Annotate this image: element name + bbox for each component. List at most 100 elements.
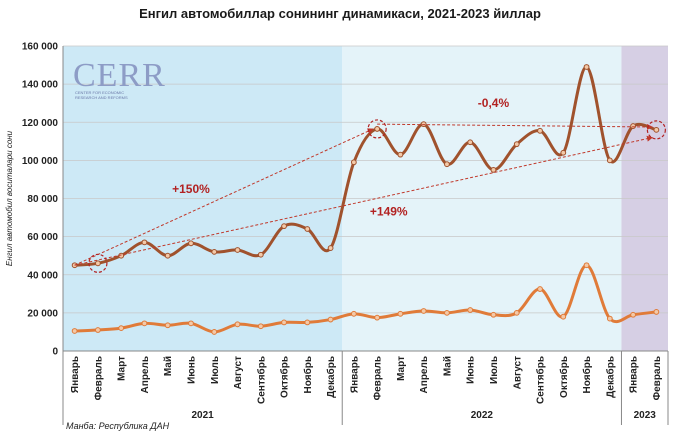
x-tick-label: Ноябрь <box>302 356 314 393</box>
y-tick-label: 160 000 <box>22 42 59 53</box>
data-point-lower <box>304 319 311 326</box>
annotation-arrow <box>377 123 653 130</box>
x-tick-label: Декабрь <box>604 356 616 398</box>
data-point-upper <box>234 247 241 253</box>
year-label-2023: 2023 <box>634 410 657 421</box>
x-tick-label: Август <box>233 356 244 389</box>
x-tick-label: Октябрь <box>558 356 570 398</box>
data-point-lower <box>513 309 520 316</box>
data-point-upper <box>257 251 264 258</box>
data-point-lower <box>420 308 427 314</box>
y-tick-label: 100 000 <box>22 156 59 167</box>
data-point-upper <box>397 151 404 158</box>
x-tick-label: Февраль <box>652 356 663 400</box>
data-point-upper <box>95 260 101 267</box>
x-tick-label: Январь <box>349 356 360 393</box>
data-point-lower <box>467 307 474 313</box>
x-tick-label: Январь <box>70 356 81 393</box>
data-point-lower <box>118 325 125 332</box>
y-axis-title: Енгил автомобил воситалари сони <box>5 130 14 266</box>
data-point-upper <box>537 127 543 134</box>
data-point-lower <box>397 310 404 317</box>
logo-subtext-1: CENTER FOR ECONOMIC <box>75 90 124 95</box>
data-point-upper <box>513 141 520 148</box>
data-point-lower <box>490 311 497 318</box>
x-tick-label: Апрель <box>419 356 430 393</box>
highlight-circle <box>367 119 387 139</box>
chart-title: Енгил автомобиллар сонининг динамикаси, … <box>139 6 541 21</box>
x-tick-label: Ноябрь <box>581 356 593 393</box>
annotation-label: +149% <box>370 205 408 219</box>
data-point-upper <box>606 157 613 164</box>
data-point-upper <box>281 223 287 230</box>
x-tick-label: Август <box>512 356 523 389</box>
data-point-upper <box>444 161 450 168</box>
data-point-upper <box>653 126 660 133</box>
highlight-circle <box>88 253 108 273</box>
data-point-upper <box>374 126 381 132</box>
data-point-lower <box>188 320 194 327</box>
annotation-arrow <box>74 135 653 266</box>
y-tick-label: 120 000 <box>22 118 59 129</box>
data-point-upper <box>211 248 218 255</box>
annotation-label: +150% <box>172 182 210 196</box>
y-tick-label: 0 <box>52 347 58 358</box>
x-tick-label: Май <box>442 356 453 376</box>
x-tick-label: Июнь <box>186 356 197 384</box>
data-point-lower <box>630 311 636 318</box>
x-tick-label: Сентябрь <box>255 356 267 404</box>
data-point-lower <box>257 323 264 330</box>
cerr-logo: CERR CENTER FOR ECONOMIC RESEARCH AND RE… <box>73 57 166 100</box>
x-tick-label: Апрель <box>140 356 151 393</box>
data-point-upper <box>630 123 636 129</box>
data-point-lower <box>211 329 218 335</box>
data-point-upper <box>467 139 474 146</box>
data-point-lower <box>95 327 101 333</box>
data-point-upper <box>583 64 590 70</box>
x-tick-label: Март <box>117 356 128 381</box>
data-point-lower <box>444 309 450 316</box>
y-tick-label: 60 000 <box>27 232 58 243</box>
data-point-lower <box>653 309 660 315</box>
data-point-lower <box>281 319 287 326</box>
x-tick-label: Октябрь <box>279 356 291 398</box>
year-label-2022: 2022 <box>471 410 494 421</box>
data-point-upper <box>164 252 171 259</box>
x-tick-label: Июль <box>489 356 500 384</box>
data-point-lower <box>350 310 357 317</box>
data-point-lower <box>71 328 78 334</box>
data-point-lower <box>583 262 590 269</box>
logo-text: CERR <box>73 57 166 94</box>
source-note: Манба: Республика ДАН <box>66 421 170 431</box>
data-point-lower <box>164 322 171 329</box>
x-tick-label: Январь <box>629 356 640 393</box>
x-tick-label: Февраль <box>373 356 384 400</box>
highlight-circle <box>646 120 666 140</box>
data-point-upper <box>490 167 497 173</box>
data-point-lower <box>327 316 334 323</box>
data-point-upper <box>188 240 194 247</box>
data-point-lower <box>141 320 148 327</box>
x-tick-label: Февраль <box>93 356 104 400</box>
data-point-lower <box>560 313 567 320</box>
logo-subtext-2: RESEARCH AND REFORMS <box>75 95 128 100</box>
year-label-2021: 2021 <box>191 410 214 421</box>
data-point-upper <box>350 159 357 166</box>
y-tick-label: 80 000 <box>27 194 58 205</box>
data-point-upper <box>560 149 567 156</box>
x-tick-label: Май <box>163 356 174 376</box>
y-tick-label: 140 000 <box>22 80 59 91</box>
data-point-upper <box>327 245 334 251</box>
data-point-lower <box>606 315 613 322</box>
y-tick-label: 40 000 <box>27 270 58 281</box>
y-tick-label: 20 000 <box>27 308 58 319</box>
x-tick-label: Декабрь <box>325 356 337 398</box>
x-tick-label: Март <box>396 356 407 381</box>
data-point-lower <box>374 314 381 321</box>
data-point-upper <box>141 239 148 246</box>
data-point-upper <box>304 226 311 232</box>
data-point-lower <box>234 321 241 328</box>
x-tick-label: Июнь <box>466 356 477 384</box>
data-point-lower <box>537 286 543 292</box>
